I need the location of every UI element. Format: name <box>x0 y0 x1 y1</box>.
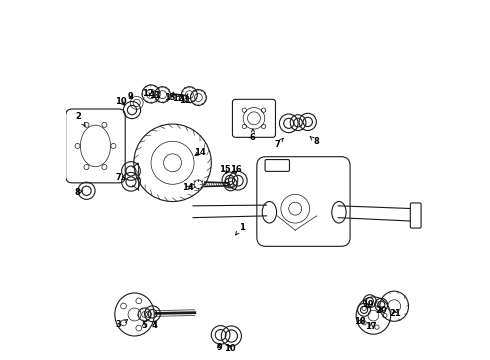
Text: 2: 2 <box>75 112 85 126</box>
Text: 12: 12 <box>172 94 183 103</box>
Text: 16: 16 <box>230 166 242 175</box>
Text: 10: 10 <box>224 344 236 353</box>
Text: 12: 12 <box>142 89 153 98</box>
Ellipse shape <box>262 202 276 223</box>
Text: 8: 8 <box>74 188 83 197</box>
Text: 11: 11 <box>179 96 191 105</box>
Text: 13: 13 <box>164 93 175 102</box>
FancyBboxPatch shape <box>66 109 125 183</box>
Text: 4: 4 <box>152 321 158 330</box>
Text: 7: 7 <box>116 173 125 182</box>
Text: 18: 18 <box>354 317 366 326</box>
Text: 6: 6 <box>250 129 256 142</box>
Text: 5: 5 <box>141 321 147 330</box>
Text: 9: 9 <box>216 343 222 352</box>
Text: 14: 14 <box>182 183 194 192</box>
Text: 21: 21 <box>389 309 401 318</box>
Text: 17: 17 <box>366 322 377 331</box>
Text: 15: 15 <box>220 166 231 175</box>
Text: 14: 14 <box>195 148 206 157</box>
Ellipse shape <box>332 202 346 223</box>
Text: 3: 3 <box>116 320 128 329</box>
Text: 20: 20 <box>375 306 387 315</box>
FancyBboxPatch shape <box>232 99 275 137</box>
Text: 10: 10 <box>116 96 127 105</box>
FancyBboxPatch shape <box>265 159 290 171</box>
FancyBboxPatch shape <box>257 157 350 246</box>
FancyBboxPatch shape <box>410 203 421 228</box>
Text: 8: 8 <box>310 137 319 146</box>
Text: 1: 1 <box>236 223 245 235</box>
Text: 7: 7 <box>274 138 283 149</box>
Text: 19: 19 <box>362 300 373 309</box>
Text: 9: 9 <box>128 92 134 101</box>
Text: 11: 11 <box>149 91 161 100</box>
